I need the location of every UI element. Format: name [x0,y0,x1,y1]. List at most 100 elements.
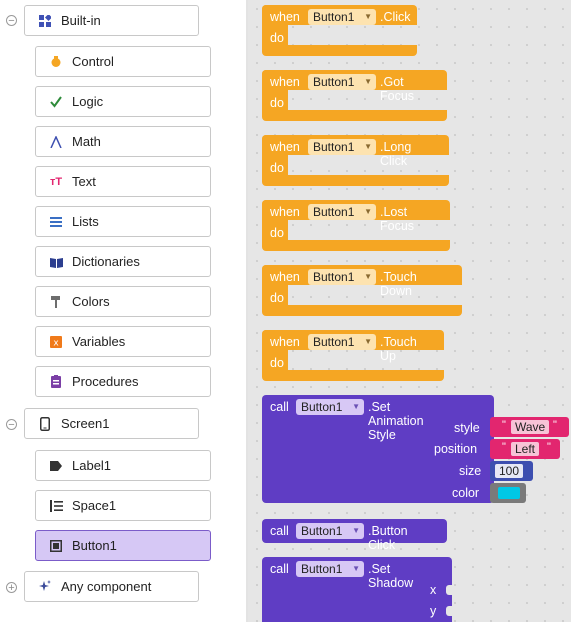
chevron-down-icon: ▼ [364,12,372,21]
method-name: .Set Shadow [368,562,414,590]
dictionaries-icon [49,255,63,269]
method-name: .Set Animation Style [368,400,424,442]
text-string-block[interactable]: " Left " [490,439,560,459]
component-dropdown[interactable]: Button1 ▼ [308,334,376,350]
variables-icon: x [49,335,63,349]
text-value[interactable]: Left [511,442,540,456]
param-label: color [452,486,480,500]
collapse-builtin-toggle[interactable]: − [6,15,17,27]
math-icon [49,135,63,149]
tree-item-label: Control [72,54,114,69]
event-name: .Touch Up [380,335,417,363]
do-keyword: do [270,161,284,175]
sparkle-icon [38,579,52,594]
param-label: size [459,464,482,478]
phone-icon [38,416,52,431]
quote-icon: " [502,419,506,431]
do-keyword: do [270,226,284,240]
event-name: .Lost Focus [380,205,415,233]
tree-item-label: Space1 [72,498,117,513]
quote-icon: " [553,419,557,431]
number-value[interactable]: 100 [495,464,524,478]
tree-item-logic[interactable]: Logic [35,86,211,117]
when-keyword: when [270,270,300,284]
tree-item-screen1[interactable]: Screen1 [24,408,199,439]
component-dropdown[interactable]: Button1 ▼ [308,269,376,285]
tree-item-variables[interactable]: x Variables [35,326,211,357]
procedures-icon [49,375,63,389]
do-keyword: do [270,356,284,370]
colors-icon [49,295,63,309]
tree-item-label: Procedures [72,374,139,389]
tree-item-lists[interactable]: Lists [35,206,211,237]
component-dropdown[interactable]: Button1 ▼ [308,204,376,220]
tree-item-any-component[interactable]: Any component [24,571,199,602]
input-socket[interactable] [446,585,452,595]
tree-item-label: Math [72,134,101,149]
text-value[interactable]: Wave [511,420,550,434]
tree-item-label: Label1 [72,458,112,473]
chevron-down-icon: ▼ [364,142,372,151]
collapse-screen1-toggle[interactable]: − [6,419,17,431]
component-dropdown[interactable]: Button1 ▼ [308,74,376,90]
label-icon [49,459,63,473]
tree-item-control[interactable]: Control [35,46,211,77]
tree-item-label: Text [72,174,96,189]
event-name: .Got Focus [380,75,415,103]
color-swatch[interactable] [498,487,520,499]
do-keyword: do [270,291,284,305]
tree-item-button1[interactable]: Button1 [35,530,211,561]
quote-icon: " [547,441,551,453]
tree-item-label1[interactable]: Label1 [35,450,211,481]
event-name: .Click [380,10,411,24]
call-keyword: call [270,562,289,576]
component-dropdown[interactable]: Button1 ▼ [308,139,376,155]
param-label: style [454,421,480,435]
space-icon [49,499,63,513]
param-label: y [430,604,437,618]
expand-any-component-toggle[interactable]: + [6,582,17,594]
tree-item-label: Variables [72,334,126,349]
tree-item-dictionaries[interactable]: Dictionaries [35,246,211,277]
tree-item-label: Button1 [72,538,117,553]
component-dropdown[interactable]: Button1 ▼ [308,9,376,25]
input-socket[interactable] [446,606,452,616]
event-name: .Long Click [380,140,412,168]
tree-item-label: Screen1 [61,416,110,431]
number-block[interactable]: 100 [490,461,533,481]
panel-divider[interactable] [246,0,248,622]
tree-item-procedures[interactable]: Procedures [35,366,211,397]
tree-item-label: Built-in [61,13,101,28]
component-dropdown[interactable]: Button1 ▼ [296,561,364,577]
text-string-block[interactable]: " Wave " [490,417,569,437]
when-keyword: when [270,75,300,89]
component-dropdown[interactable]: Button1 ▼ [296,523,364,539]
tree-item-builtin[interactable]: Built-in [24,5,199,36]
text-icon: тT [49,175,63,188]
param-label: position [434,442,478,456]
chevron-down-icon: ▼ [352,564,360,573]
do-keyword: do [270,31,284,45]
call-keyword: call [270,524,289,538]
chevron-down-icon: ▼ [364,207,372,216]
logic-icon [49,95,63,109]
tree-item-math[interactable]: Math [35,126,211,157]
component-dropdown[interactable]: Button1 ▼ [296,399,364,415]
tree-item-text[interactable]: тT Text [35,166,211,197]
when-keyword: when [270,335,300,349]
tree-item-label: Logic [72,94,104,109]
builtin-icon [38,14,52,28]
color-block[interactable] [490,483,526,503]
tree-item-space1[interactable]: Space1 [35,490,211,521]
lists-icon [49,215,63,229]
chevron-down-icon: ▼ [352,526,360,535]
when-keyword: when [270,10,300,24]
tree-item-label: Any component [61,579,152,594]
method-name: .Button Click [368,524,408,552]
chevron-down-icon: ▼ [364,77,372,86]
button-icon [49,539,63,553]
blocks-workspace[interactable]: when Button1 ▼ .Click do when Button1 ▼ .G… [248,0,571,622]
when-keyword: when [270,205,300,219]
tree-item-colors[interactable]: Colors [35,286,211,317]
param-label: x [430,583,437,597]
